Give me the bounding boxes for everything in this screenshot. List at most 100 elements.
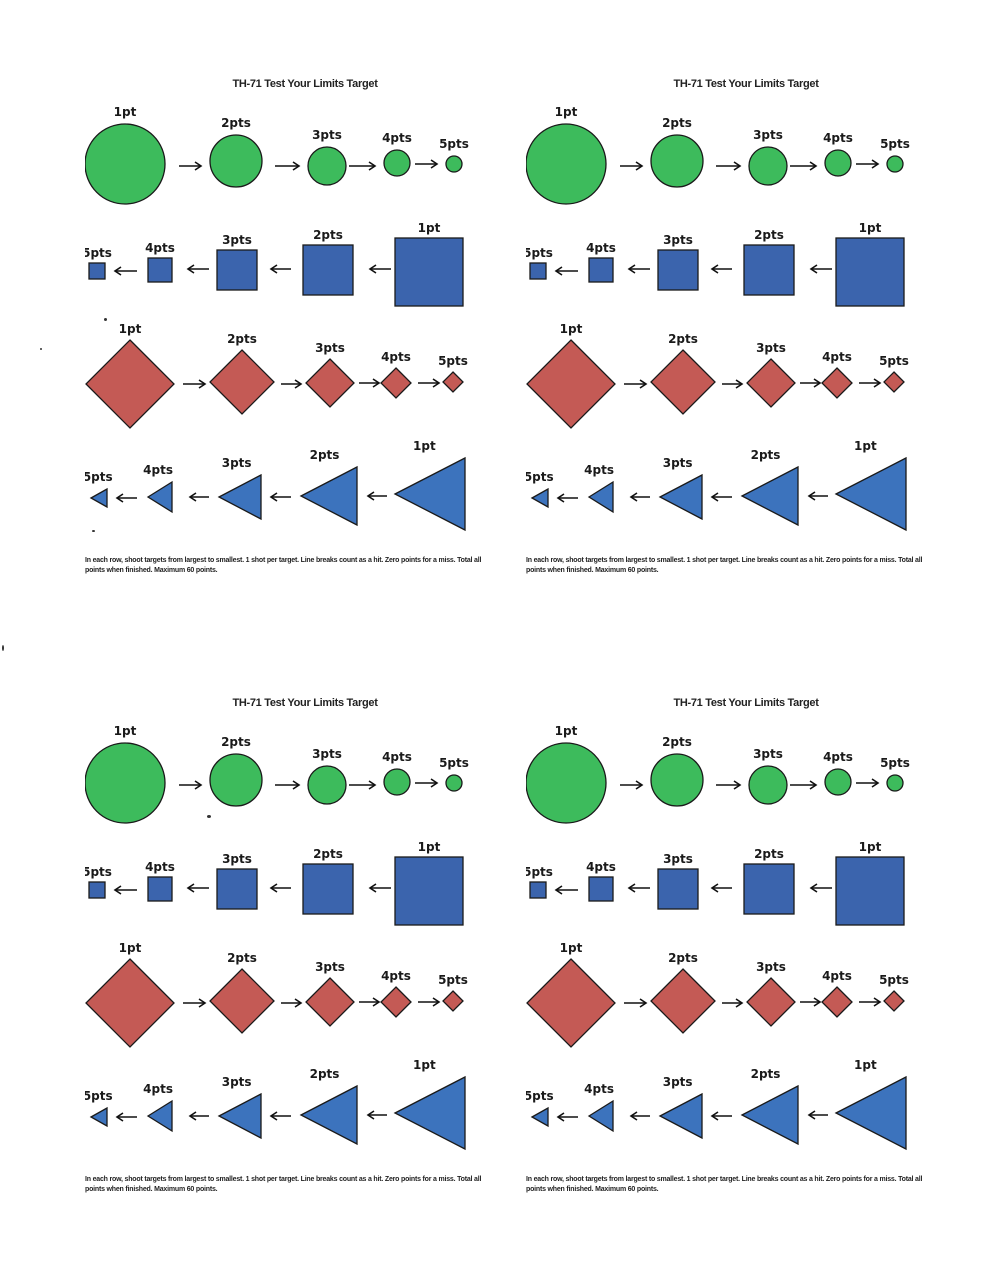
circle-points-label: 2pts	[662, 735, 692, 749]
circle-target-1	[85, 123, 166, 205]
triangle-target-4	[587, 1099, 614, 1133]
square-points-label: 4pts	[586, 860, 616, 874]
square-target-3	[657, 868, 699, 910]
diamond-points-label: 5pts	[879, 354, 909, 368]
triangle-points-label: 3pts	[222, 456, 252, 470]
triangle-points-label: 3pts	[222, 1075, 252, 1089]
circle-target-5	[445, 155, 463, 173]
diamond-target-3	[746, 358, 796, 408]
triangle-target-2	[740, 465, 799, 527]
square-target-1	[835, 856, 905, 926]
arrow-icon	[856, 778, 880, 788]
arrow-icon	[188, 492, 209, 502]
arrow-icon	[183, 998, 207, 1008]
circle-points-label: 1pt	[114, 105, 137, 119]
square-points-label: 1pt	[859, 840, 882, 854]
square-target-3	[216, 249, 258, 291]
arrow-icon	[554, 266, 578, 276]
square-target-2	[302, 863, 354, 915]
circle-target-2	[650, 134, 704, 188]
square-target-4	[147, 257, 173, 283]
arrow-icon	[269, 492, 291, 502]
diamond-target-1	[85, 339, 175, 429]
target-panel-1: TH-71 Test Your Limits Target 1pt 2pts 3pt…	[85, 78, 525, 638]
circle-target-2	[209, 753, 263, 807]
square-target-4	[588, 257, 614, 283]
square-target-1	[835, 237, 905, 307]
circle-target-1	[526, 123, 607, 205]
square-points-label: 3pts	[222, 852, 252, 866]
arrow-icon	[859, 378, 882, 388]
diamond-points-label: 2pts	[668, 951, 698, 965]
triangle-points-label: 1pt	[413, 1058, 436, 1072]
triangle-points-label: 5pts	[85, 1089, 113, 1103]
diamond-points-label: 2pts	[227, 332, 257, 346]
triangle-target-5	[530, 1106, 549, 1128]
arrow-icon	[716, 780, 742, 790]
circle-points-label: 5pts	[880, 756, 910, 770]
square-target-5	[88, 881, 106, 899]
target-panel-3: TH-71 Test Your Limits Target 1pt 2pts 3pt…	[85, 697, 525, 1257]
diamond-points-label: 1pt	[560, 322, 583, 336]
square-target-4	[588, 876, 614, 902]
arrow-icon	[790, 780, 818, 790]
sheet-title: TH-71 Test Your Limits Target	[673, 78, 819, 90]
square-points-label: 3pts	[222, 233, 252, 247]
arrow-icon	[554, 885, 578, 895]
diamond-points-label: 3pts	[315, 960, 345, 974]
diamond-points-label: 4pts	[381, 350, 411, 364]
arrow-icon	[624, 379, 648, 389]
instructions-text: In each row, shoot targets from largest …	[526, 557, 923, 574]
scan-speck	[2, 645, 4, 651]
triangle-points-label: 4pts	[584, 463, 614, 477]
circle-target-4	[824, 149, 852, 177]
diamond-target-4	[821, 986, 853, 1018]
diamond-target-1	[85, 958, 175, 1048]
circle-target-2	[209, 134, 263, 188]
arrow-icon	[115, 493, 137, 503]
arrow-icon	[186, 883, 209, 893]
arrow-icon	[800, 997, 822, 1007]
arrow-icon	[629, 1111, 650, 1121]
scan-speck	[92, 530, 95, 532]
instructions-text: In each row, shoot targets from largest …	[85, 1176, 482, 1193]
arrow-icon	[368, 264, 391, 274]
triangle-target-4	[146, 1099, 173, 1133]
circle-target-5	[445, 774, 463, 792]
diamond-points-label: 4pts	[381, 969, 411, 983]
arrow-icon	[275, 161, 301, 171]
diamond-target-2	[650, 349, 716, 415]
square-target-3	[216, 868, 258, 910]
square-points-label: 1pt	[859, 221, 882, 235]
triangle-target-5	[89, 1106, 108, 1128]
square-points-label: 2pts	[754, 228, 784, 242]
arrow-icon	[859, 997, 882, 1007]
circle-points-label: 2pts	[221, 116, 251, 130]
diamond-points-label: 3pts	[315, 341, 345, 355]
arrow-icon	[710, 264, 732, 274]
triangle-points-label: 2pts	[751, 448, 781, 462]
diamond-target-5	[883, 371, 905, 393]
arrow-icon	[710, 883, 732, 893]
diamond-points-label: 3pts	[756, 341, 786, 355]
arrow-icon	[269, 264, 291, 274]
diamond-target-3	[305, 977, 355, 1027]
diamond-target-4	[380, 986, 412, 1018]
diamond-points-label: 5pts	[879, 973, 909, 987]
arrow-icon	[418, 997, 441, 1007]
square-target-1	[394, 237, 464, 307]
arrow-icon	[710, 1111, 732, 1121]
square-points-label: 5pts	[526, 246, 553, 260]
triangle-target-3	[658, 473, 703, 521]
arrow-icon	[113, 885, 137, 895]
arrow-icon	[415, 778, 439, 788]
triangle-target-2	[299, 1084, 358, 1146]
arrow-icon	[368, 883, 391, 893]
circle-points-label: 5pts	[439, 137, 469, 151]
arrow-icon	[115, 1112, 137, 1122]
arrow-icon	[722, 998, 744, 1008]
square-target-5	[88, 262, 106, 280]
target-panel-2: TH-71 Test Your Limits Target 1pt 2pts 3pt…	[526, 78, 966, 638]
circle-points-label: 1pt	[114, 724, 137, 738]
triangle-target-5	[530, 487, 549, 509]
